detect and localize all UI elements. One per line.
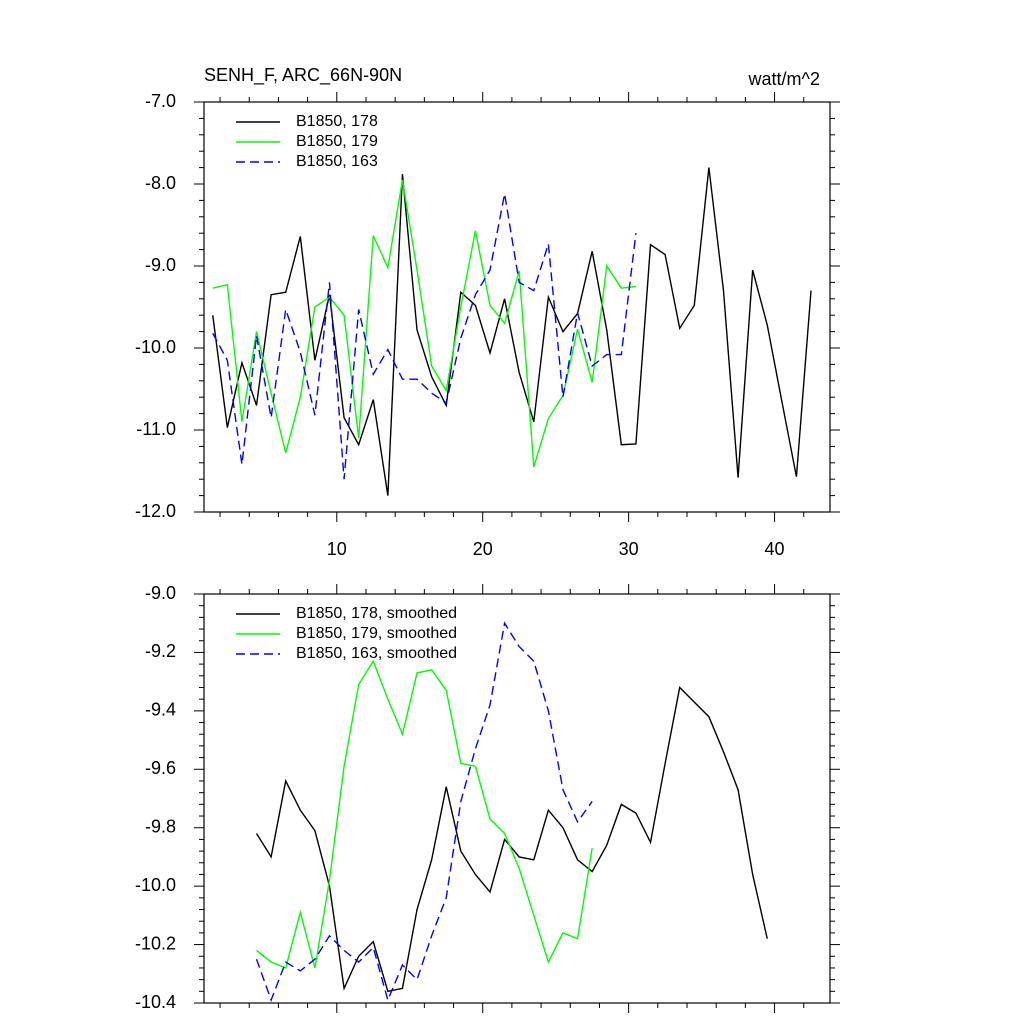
y-tick-label: -10.2: [135, 933, 176, 953]
y-tick-label: -10.0: [135, 337, 176, 357]
series-line: [212, 193, 637, 480]
legend-label: B1850, 179: [296, 133, 378, 150]
legend-label: B1850, 178, smoothed: [296, 605, 457, 622]
legend-label: B1850, 163: [296, 153, 378, 170]
y-tick-label: -8.0: [145, 173, 176, 193]
y-tick-label: -10.4: [135, 992, 176, 1012]
legend-label: B1850, 179, smoothed: [296, 625, 457, 642]
y-tick-label: -9.2: [145, 641, 176, 661]
series-line: [256, 659, 593, 969]
y-tick-label: -9.0: [145, 255, 176, 275]
x-tick-label: 30: [619, 539, 639, 559]
y-tick-label: -11.0: [136, 419, 176, 439]
chart-title: SENH_F, ARC_66N-90N: [204, 65, 402, 86]
x-tick-label: 20: [473, 539, 493, 559]
legend-label: B1850, 163, smoothed: [296, 645, 457, 662]
y-tick-label: -10.0: [135, 875, 176, 895]
series-line: [212, 167, 812, 496]
y-tick-label: -9.4: [145, 700, 176, 720]
y-tick-label: -12.0: [135, 501, 176, 521]
series-line: [212, 179, 637, 468]
plot-frame: [203, 101, 831, 513]
series-line: [255, 686, 768, 993]
x-tick-label: 10: [327, 539, 347, 559]
y-tick-label: -9.6: [145, 758, 176, 778]
y-tick-label: -7.0: [145, 91, 176, 111]
legend-label: B1850, 178: [296, 113, 378, 130]
y-tick-label: -9.0: [145, 583, 176, 603]
y-tick-label: -9.8: [145, 816, 176, 836]
x-tick-label: 40: [765, 539, 785, 559]
plot-frame: [203, 593, 831, 1004]
units-label: watt/m^2: [748, 69, 820, 89]
series-line: [255, 621, 593, 1003]
